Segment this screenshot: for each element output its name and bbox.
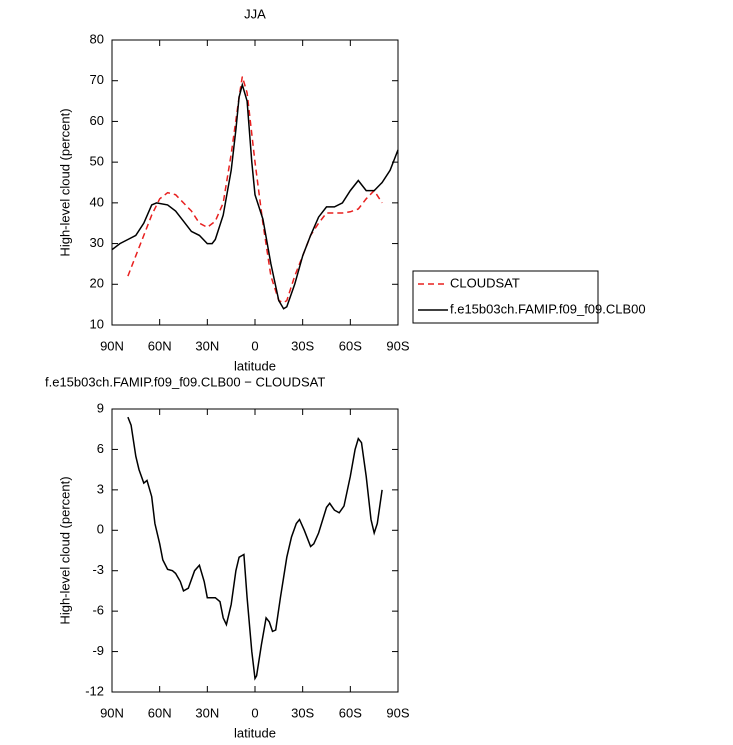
y-tick-label: 3 [97,481,104,496]
legend-label: f.e15b03ch.FAMIP.f09_f09.CLB00 [450,301,646,316]
x-tick-label: 90S [386,705,409,720]
x-tick-label: 30S [291,338,314,353]
series-line [127,76,383,304]
series-line [111,82,399,310]
legend-box [412,270,599,324]
y-tick-label: 60 [90,113,104,128]
series-line [127,416,383,681]
y-tick-label: 30 [90,235,104,250]
y-tick-label: 40 [90,194,104,209]
x-tick-label: 0 [251,338,258,353]
y-tick-label: 9 [97,400,104,415]
x-tick-label: 30N [195,338,219,353]
y-tick-label: -3 [92,562,104,577]
x-tick-label: 60S [339,338,362,353]
y-axis-label: High-level cloud (percent) [57,476,72,624]
x-tick-label: 60N [148,338,172,353]
x-tick-label: 90N [100,705,124,720]
y-tick-label: -9 [92,643,104,658]
y-tick-label: 70 [90,72,104,87]
y-tick-label: 50 [90,154,104,169]
y-tick-label: -12 [85,683,104,698]
x-tick-label: 30S [291,705,314,720]
y-tick-label: -6 [92,603,104,618]
x-tick-label: 60N [148,705,172,720]
x-tick-label: 90S [386,338,409,353]
x-tick-label: 90N [100,338,124,353]
y-axis-label: High-level cloud (percent) [57,108,72,256]
x-tick-label: 60S [339,705,362,720]
y-tick-label: 0 [97,522,104,537]
plot-frame [111,39,399,326]
x-tick-label: 0 [251,705,258,720]
x-tick-label: 30N [195,705,219,720]
y-tick-label: 6 [97,441,104,456]
y-tick-label: 20 [90,276,104,291]
chart-title: JJA [244,6,266,21]
legend-label: CLOUDSAT [450,275,520,290]
y-tick-label: 10 [90,316,104,331]
x-axis-label: latitude [234,358,276,373]
y-tick-label: 80 [90,31,104,46]
chart-title: f.e15b03ch.FAMIP.f09_f09.CLB00 − CLOUDSA… [45,374,325,389]
x-axis-label: latitude [234,725,276,740]
